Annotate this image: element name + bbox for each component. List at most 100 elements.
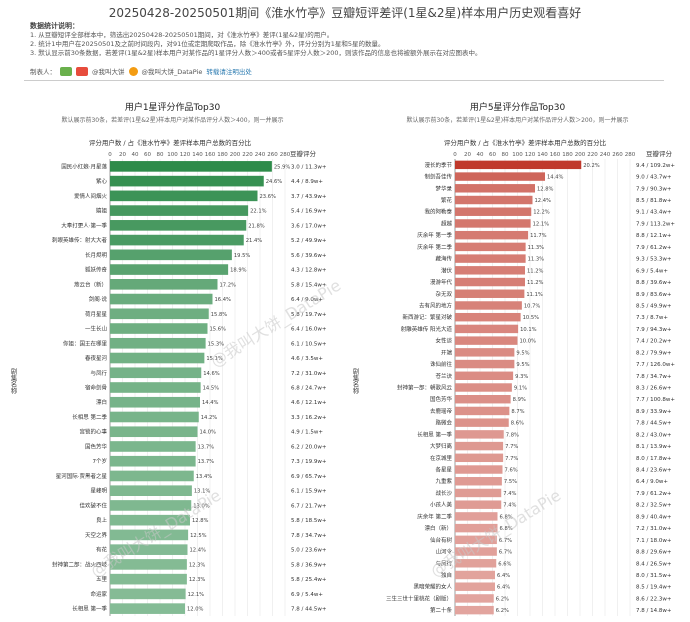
bar bbox=[110, 367, 202, 379]
bar bbox=[110, 278, 218, 290]
rating-label: 8.0 / 31.5w+ bbox=[636, 573, 672, 579]
notes-block: 数据统计说明： 1. 从豆瓣短评全部样本中，筛选出20250428-202505… bbox=[30, 22, 670, 58]
x-tick-label: 200 bbox=[230, 152, 241, 158]
rating-label: 5.8 / 18.5w+ bbox=[291, 518, 327, 524]
category-label: 去有风的地方 bbox=[419, 301, 453, 309]
data-label: 11.1% bbox=[526, 292, 543, 298]
x-tick-label: 220 bbox=[587, 152, 598, 158]
category-label: 仙台有树 bbox=[430, 536, 453, 544]
bar bbox=[455, 453, 504, 463]
data-label: 12.4% bbox=[190, 548, 207, 554]
category-label: 命运家 bbox=[90, 590, 107, 598]
bar bbox=[110, 352, 205, 364]
data-label: 17.2% bbox=[220, 282, 237, 288]
category-label: 长相思 第一季 bbox=[72, 605, 107, 613]
rating-label: 6.4 / 9.0w+ bbox=[291, 297, 323, 303]
data-label: 12.0% bbox=[187, 607, 204, 613]
data-label: 21.4% bbox=[246, 238, 263, 244]
data-label: 21.8% bbox=[248, 223, 265, 229]
x-tick-label: 120 bbox=[525, 152, 536, 158]
rating-label: 7.8 / 34.7w+ bbox=[636, 374, 672, 380]
credits-label: 制表人： bbox=[30, 68, 56, 76]
rating-label: 6.9 / 5.4w+ bbox=[291, 592, 323, 598]
xiaohongshu-icon bbox=[76, 66, 88, 76]
rating-label: 9.4 / 109.2w+ bbox=[636, 163, 675, 169]
data-label: 6.4% bbox=[497, 573, 510, 579]
category-label: 国色芳华 bbox=[85, 442, 108, 450]
category-label: 嬉姐 bbox=[96, 207, 108, 215]
x-tick-label: 240 bbox=[255, 152, 266, 158]
x-tick-label: 240 bbox=[600, 152, 611, 158]
data-label: 12.8% bbox=[537, 186, 554, 192]
rating-label: 5.6 / 39.6w+ bbox=[291, 253, 327, 259]
data-label: 15.3% bbox=[208, 341, 225, 347]
bar bbox=[455, 242, 526, 252]
category-label: 封神第一部：朝歌风云 bbox=[397, 384, 453, 392]
data-label: 7.7% bbox=[505, 456, 518, 462]
bar bbox=[455, 230, 529, 240]
data-label: 16.4% bbox=[215, 297, 232, 303]
data-label: 11.3% bbox=[528, 257, 545, 263]
credit-copyright: 转载请注明出处 bbox=[206, 68, 252, 76]
x-tick-label: 260 bbox=[612, 152, 623, 158]
bar bbox=[110, 190, 258, 202]
bar bbox=[110, 205, 249, 216]
rating-label: 9.1 / 43.4w+ bbox=[636, 210, 672, 216]
rating-label: 7.9 / 61.2w+ bbox=[636, 245, 672, 251]
data-label: 25.9% bbox=[274, 164, 291, 170]
data-label: 22.1% bbox=[250, 209, 267, 215]
category-label: 去鹿瑶帝 bbox=[430, 407, 453, 415]
data-label: 13.4% bbox=[196, 474, 213, 480]
bar bbox=[110, 293, 213, 305]
bar bbox=[110, 323, 208, 334]
data-label: 7.8% bbox=[506, 432, 519, 438]
data-label: 12.3% bbox=[189, 562, 206, 568]
bar bbox=[455, 406, 510, 416]
bar bbox=[455, 184, 535, 193]
rating-label: 7.9 / 90.3w+ bbox=[636, 186, 672, 192]
rating-label: 6.9 / 5.4w+ bbox=[636, 268, 668, 274]
rating-label: 5.4 / 16.9w+ bbox=[291, 209, 327, 215]
category-label: 紫心 bbox=[96, 178, 108, 185]
bar bbox=[110, 337, 206, 349]
rating-label: 4.3 / 12.8w+ bbox=[291, 268, 327, 274]
data-label: 6.8% bbox=[500, 526, 513, 532]
data-label: 13.1% bbox=[194, 489, 211, 495]
category-label: 长月烬明 bbox=[85, 251, 108, 259]
data-label: 8.6% bbox=[511, 421, 524, 427]
data-label: 12.5% bbox=[190, 533, 207, 539]
category-label: 长相思 第一季 bbox=[417, 430, 452, 438]
right-chart-subtitle: 默认展示前30条，若差评(1星&2星)样本用户对某作品评分人数＞200，则一并展… bbox=[406, 117, 629, 124]
bar bbox=[110, 264, 229, 275]
rating-label: 5.8 / 15.4w+ bbox=[291, 282, 327, 288]
category-label: 星峰明 bbox=[90, 487, 107, 495]
category-label: 第二十条 bbox=[430, 606, 453, 614]
bar bbox=[455, 160, 582, 170]
data-label: 9.1% bbox=[514, 386, 527, 392]
left-x-axis-title: 评分用户数 / 占《淮水竹亭》差评样本用户总数的百分比 bbox=[88, 139, 252, 147]
x-tick-label: 20 bbox=[464, 152, 471, 158]
rating-label: 8.4 / 23.6w+ bbox=[636, 468, 672, 474]
x-tick-label: 280 bbox=[625, 152, 636, 158]
data-label: 14.2% bbox=[201, 415, 218, 421]
header-divider bbox=[24, 80, 664, 81]
bar bbox=[110, 529, 189, 541]
category-label: 长相思 第二季 bbox=[72, 413, 107, 421]
x-tick-label: 160 bbox=[205, 152, 216, 158]
category-label: 爱情人间烟火 bbox=[74, 192, 108, 200]
category-label: 星河国际·贾黑者之星 bbox=[56, 472, 108, 480]
data-label: 6.6% bbox=[498, 561, 511, 567]
rating-label: 8.8 / 12.1w+ bbox=[636, 233, 672, 239]
category-label: 潜伏 bbox=[441, 266, 453, 274]
category-label: 山河令 bbox=[435, 548, 452, 556]
bar bbox=[455, 207, 532, 216]
right-bar-chart: 0 20 40 60 80 100 120 140 160 180 200 220 240 260 280 漫… bbox=[386, 152, 675, 616]
rating-label: 8.5 / 19.4w+ bbox=[636, 585, 672, 591]
rating-label: 9.0 / 43.7w+ bbox=[636, 175, 672, 181]
bar bbox=[455, 441, 504, 451]
x-tick-label: 180 bbox=[562, 152, 573, 158]
x-tick-label: 180 bbox=[217, 152, 228, 158]
bar bbox=[110, 500, 192, 511]
data-label: 10.1% bbox=[520, 327, 537, 333]
notes-heading: 数据统计说明： bbox=[30, 22, 79, 30]
